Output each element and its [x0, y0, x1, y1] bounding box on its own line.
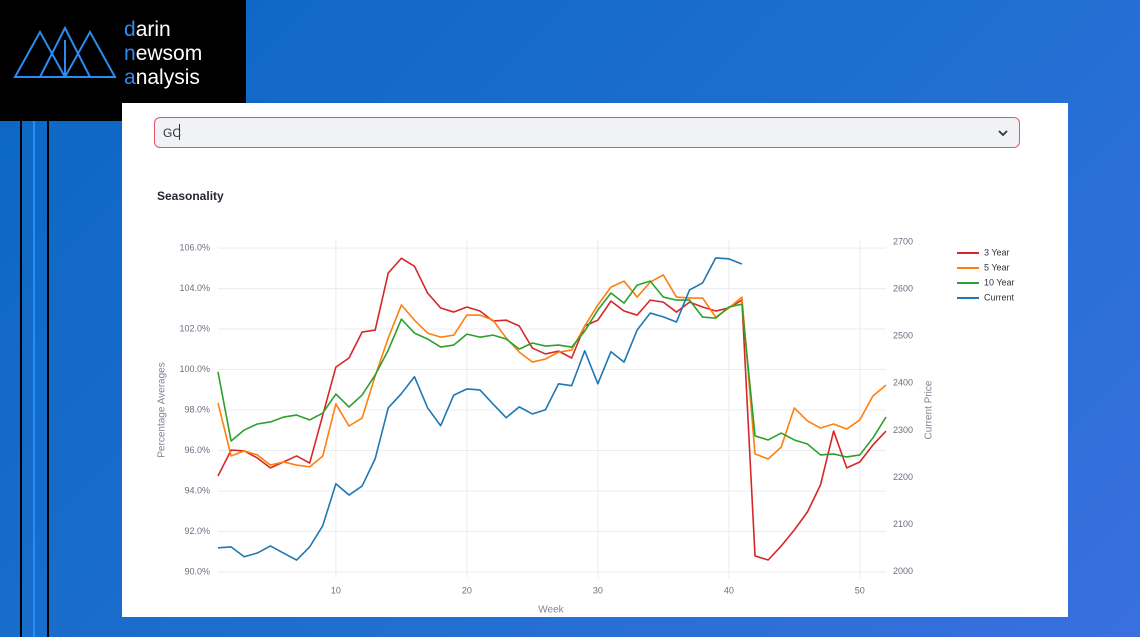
y-axis-title: Percentage Averages	[157, 362, 168, 457]
y2-tick-label: 2500	[893, 331, 913, 341]
text-caret	[179, 124, 180, 140]
y2-tick-label: 2400	[893, 378, 913, 388]
x-tick-label: 50	[855, 585, 865, 595]
logo-mark	[13, 25, 117, 78]
x-tick-label: 40	[724, 585, 734, 595]
y-tick-label: 102.0%	[179, 323, 210, 333]
y2-tick-label: 2300	[893, 425, 913, 435]
chart-title: Seasonality	[157, 189, 224, 203]
y2-axis-title: Current Price	[924, 380, 935, 439]
series-line	[217, 257, 887, 561]
grid	[218, 240, 886, 578]
decor-line	[20, 121, 22, 637]
y-tick-label: 98.0%	[184, 404, 210, 414]
y2-tick-label: 2600	[893, 283, 913, 293]
y2-tick-label: 2000	[893, 566, 913, 576]
logo-line: newsom	[124, 42, 203, 65]
y2-tick-label: 2100	[893, 519, 913, 529]
decor-line	[47, 121, 49, 637]
legend-label: 3 Year	[984, 247, 1010, 257]
y-tick-label: 92.0%	[184, 526, 210, 536]
y-tick-label: 94.0%	[184, 485, 210, 495]
logo-line: analysis	[124, 66, 200, 89]
symbol-select[interactable]: GC	[154, 117, 1020, 148]
legend-label: 10 Year	[984, 277, 1015, 287]
series-line	[217, 280, 887, 458]
x-axis-title: Week	[538, 605, 564, 616]
logo-line: darin	[124, 18, 171, 41]
legend-label: 5 Year	[984, 262, 1010, 272]
y2-tick-label: 2700	[893, 236, 913, 246]
x-tick-label: 10	[331, 585, 341, 595]
dropdown-chevron[interactable]	[997, 127, 1009, 139]
y2-tick-label: 2200	[893, 472, 913, 482]
series-line	[217, 274, 887, 468]
series-line	[217, 257, 743, 561]
x-tick-label: 20	[462, 585, 472, 595]
y-tick-label: 104.0%	[179, 283, 210, 293]
logo-text: darin newsom analysis	[124, 18, 202, 90]
y-tick-label: 96.0%	[184, 445, 210, 455]
y-tick-label: 100.0%	[179, 364, 210, 374]
decor-line	[33, 121, 35, 637]
y-tick-label: 106.0%	[179, 242, 210, 252]
logo: darin newsom analysis	[0, 0, 246, 121]
y-tick-label: 90.0%	[184, 566, 210, 576]
x-tick-label: 30	[593, 585, 603, 595]
select-value: GC	[163, 126, 181, 140]
legend-label: Current	[984, 292, 1015, 302]
